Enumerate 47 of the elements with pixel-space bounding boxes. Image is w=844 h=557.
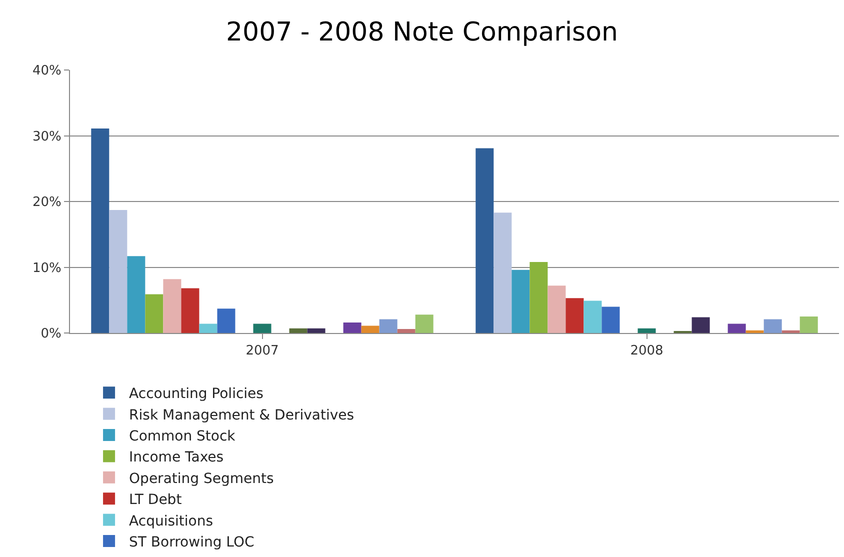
bar [764, 319, 782, 333]
x-tick-label: 2008 [630, 344, 664, 359]
bar [782, 330, 800, 333]
bar [127, 256, 146, 333]
bar [494, 212, 512, 333]
bar [181, 288, 200, 333]
x-tick-label: 2007 [246, 344, 279, 359]
legend-label: Operating Segments [129, 470, 274, 487]
bar [343, 322, 362, 333]
bar [253, 324, 272, 333]
y-tick-label: 10% [32, 260, 62, 276]
bar [361, 326, 380, 333]
bar [566, 298, 584, 333]
bar [512, 270, 530, 333]
bar [163, 279, 182, 333]
bar [476, 148, 494, 333]
bar [602, 306, 620, 333]
bar [307, 328, 326, 333]
bar [800, 316, 818, 333]
y-tick-label: 0% [40, 326, 62, 342]
y-tick-label: 40% [32, 64, 62, 79]
bar [584, 300, 602, 333]
legend-label: Risk Management & Derivatives [129, 407, 354, 424]
chart-title: 2007 - 2008 Note Comparison [226, 17, 618, 48]
bar [692, 317, 710, 333]
bar [289, 328, 308, 333]
y-tick-label: 30% [32, 129, 62, 144]
bar [415, 314, 434, 333]
legend-label: Income Taxes [129, 450, 224, 466]
legend-label: LT Debt [129, 492, 182, 508]
bar [746, 330, 764, 333]
bar [217, 308, 236, 333]
bar [199, 324, 218, 333]
bar [397, 329, 416, 333]
bar [530, 262, 548, 333]
bar [548, 286, 566, 333]
bar [91, 128, 110, 333]
bar [728, 324, 746, 333]
y-tick-label: 20% [32, 195, 62, 210]
legend-label: Accounting Policies [129, 386, 264, 402]
legend-label: ST Borrowing LOC [129, 534, 254, 550]
legend-label: Common Stock [129, 428, 236, 444]
bar [109, 210, 128, 333]
bar [145, 294, 164, 333]
bar [379, 319, 398, 333]
bar [638, 328, 656, 333]
legend-label: Acquisitions [129, 513, 214, 530]
